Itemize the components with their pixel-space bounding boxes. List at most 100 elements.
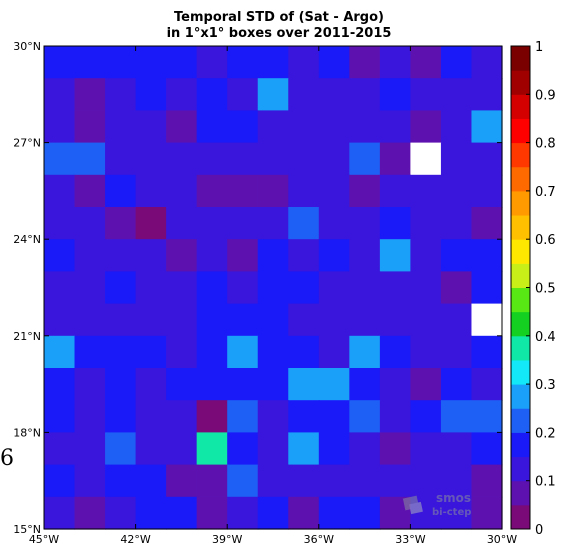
heatmap-cell	[166, 142, 198, 176]
heatmap-cell	[105, 271, 137, 305]
heatmap-cell	[196, 400, 228, 433]
heatmap-cell	[379, 110, 411, 144]
heatmap-cell	[196, 368, 228, 401]
colorbar-tick-label: 0.9	[535, 88, 556, 103]
heatmap-cell	[196, 496, 228, 530]
y-tick-label: 18°N	[13, 426, 41, 439]
heatmap-cell	[440, 78, 473, 111]
heatmap-cell	[440, 496, 473, 530]
heatmap-cell	[471, 110, 503, 144]
heatmap-cell	[227, 464, 259, 498]
heatmap-cell	[135, 174, 167, 208]
heatmap-cell	[318, 271, 350, 305]
heatmap-cell	[349, 368, 381, 401]
colorbar-segment	[511, 94, 530, 119]
heatmap-cell	[288, 335, 320, 369]
colorbar-segment	[511, 359, 530, 385]
colorbar-segment	[511, 118, 530, 144]
heatmap-cell	[471, 432, 503, 466]
heatmap-cell	[318, 142, 350, 176]
heatmap-cell	[166, 207, 198, 240]
heatmap-cell	[410, 46, 442, 79]
colorbar-segment	[511, 432, 530, 458]
heatmap-cell	[166, 271, 198, 305]
heatmap-cell	[379, 46, 411, 79]
x-tick-label: 42°W	[120, 533, 150, 546]
heatmap-cell	[135, 142, 167, 176]
colorbar-segment	[511, 215, 530, 240]
heatmap-cell	[74, 368, 106, 401]
heatmap-cell	[410, 368, 442, 401]
heatmap-cell	[349, 239, 381, 272]
heatmap-cell	[349, 271, 381, 305]
heatmap-cell	[135, 400, 167, 433]
heatmap-cell	[379, 432, 411, 466]
heatmap-cell	[349, 78, 381, 111]
heatmap-cell	[74, 496, 106, 530]
heatmap-cell	[74, 174, 106, 208]
colorbar-segment	[511, 166, 530, 192]
heatmap-cell	[74, 335, 106, 369]
heatmap-cell	[166, 303, 198, 337]
y-tick-label: 15°N	[13, 523, 41, 536]
x-tick-label: 45°W	[29, 533, 59, 546]
heatmap-cell	[227, 335, 259, 369]
colorbar-tick-label: 0.4	[535, 330, 556, 345]
colorbar: 1 0.9 0.8 0.7 0.6 0.5 0.4 0.3 0.2 0.1 0	[510, 40, 556, 538]
heatmap-cell	[196, 207, 228, 240]
heatmap-cell	[379, 271, 411, 305]
heatmap-cell	[471, 174, 503, 208]
heatmap-cell	[257, 78, 289, 111]
heatmap-cell	[257, 239, 289, 272]
heatmap-cell	[196, 432, 228, 466]
heatmap-cell	[227, 400, 259, 433]
heatmap-cell	[349, 142, 381, 176]
heatmap-cell	[410, 174, 442, 208]
heatmap-cell	[135, 46, 167, 79]
heatmap-cell	[74, 464, 106, 498]
heatmap-cell	[288, 271, 320, 305]
heatmap-cell	[288, 110, 320, 144]
heatmap-cell	[44, 335, 76, 369]
heatmap-cell	[318, 432, 350, 466]
heatmap-cell	[318, 496, 350, 530]
heatmap-cell	[166, 239, 198, 272]
heatmap-cell	[410, 400, 442, 433]
heatmap-cell	[196, 174, 228, 208]
plot-frame	[43, 45, 503, 530]
heatmap-cell	[74, 303, 106, 337]
heatmap-cell	[44, 78, 76, 111]
heatmap-cell	[44, 142, 76, 176]
heatmap-cell	[227, 239, 259, 272]
heatmap-cell	[44, 400, 76, 433]
heatmap-cell	[257, 142, 289, 176]
heatmap-cell	[227, 496, 259, 530]
heatmap-cell	[135, 303, 167, 337]
y-tick-label: 24°N	[13, 233, 41, 246]
heatmap-cell	[44, 207, 76, 240]
heatmap-cell	[105, 142, 137, 176]
heatmap-cell	[44, 174, 76, 208]
colorbar-segment	[511, 456, 530, 482]
heatmap-cell	[440, 239, 473, 272]
heatmap-cell	[166, 46, 198, 79]
heatmap-cell	[288, 303, 320, 337]
heatmap-cell	[105, 496, 137, 530]
x-tick-label: 39°W	[212, 533, 242, 546]
heatmap-cell	[227, 368, 259, 401]
heatmap-cell	[74, 239, 106, 272]
watermark-line1: smos	[436, 491, 471, 505]
x-tick-label: 36°W	[304, 533, 334, 546]
heatmap-cell	[318, 368, 350, 401]
heatmap-cell	[257, 400, 289, 433]
watermark-line2: bi-ctep	[432, 507, 471, 518]
colorbar-segment	[511, 70, 530, 95]
heatmap-cell	[257, 46, 289, 79]
colorbar-segment	[511, 142, 530, 168]
heatmap-cell	[257, 496, 289, 530]
heatmap-cell	[44, 496, 76, 530]
heatmap-cell	[135, 496, 167, 530]
heatmap-cell	[74, 110, 106, 144]
heatmap-cell	[349, 207, 381, 240]
